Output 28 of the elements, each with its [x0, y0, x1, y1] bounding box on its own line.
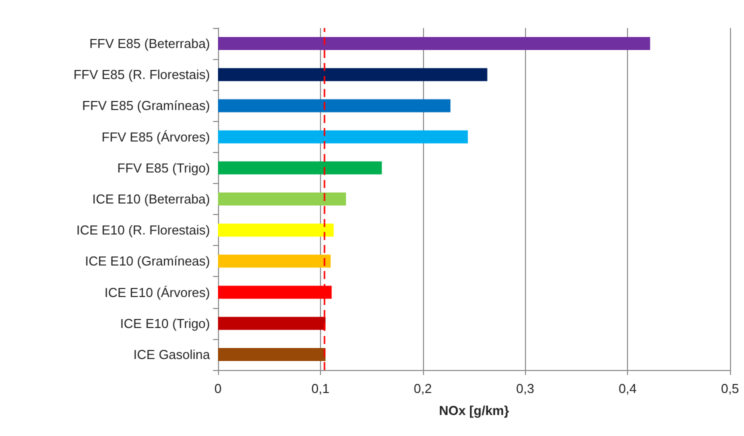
y-tick-label: FFV E85 (Beterraba) — [89, 36, 210, 52]
bar — [218, 316, 326, 330]
y-tick-label: ICE E10 (Trigo) — [120, 316, 210, 331]
bar — [218, 37, 650, 50]
y-tick-label: ICE E10 (Gramíneas) — [85, 254, 210, 269]
x-tick-label: 0,2 — [414, 381, 432, 396]
y-tick-label: ICE Gasolina — [133, 346, 211, 362]
x-tick-label: 0,3 — [516, 381, 534, 396]
bar — [218, 99, 450, 112]
x-axis-title: NOx [g/km} — [438, 403, 510, 418]
x-tick-label: 0 — [214, 381, 222, 396]
y-tick-label: FFV E85 (Trigo) — [117, 160, 210, 176]
bar — [218, 161, 382, 174]
bar — [218, 68, 488, 82]
bar — [218, 192, 346, 206]
bar — [218, 130, 468, 144]
x-tick-label: 0,5 — [720, 381, 740, 396]
y-tick-label: FFV E85 (Árvores) — [102, 129, 210, 144]
x-tick-label: 0,1 — [311, 381, 330, 396]
y-tick-label: FFV E85 (Gramíneas) — [82, 98, 210, 114]
y-tick-label: ICE E10 (Beterraba) — [92, 192, 210, 206]
bar — [218, 348, 326, 361]
y-tick-label: ICE E10 (R. Florestais) — [76, 222, 210, 238]
bar — [218, 254, 331, 268]
y-tick-label: FFV E85 (R. Florestais) — [73, 67, 210, 82]
bar — [218, 224, 334, 237]
x-tick-label: 0,4 — [618, 381, 637, 396]
y-tick-label: ICE E10 (Árvores) — [104, 284, 210, 300]
